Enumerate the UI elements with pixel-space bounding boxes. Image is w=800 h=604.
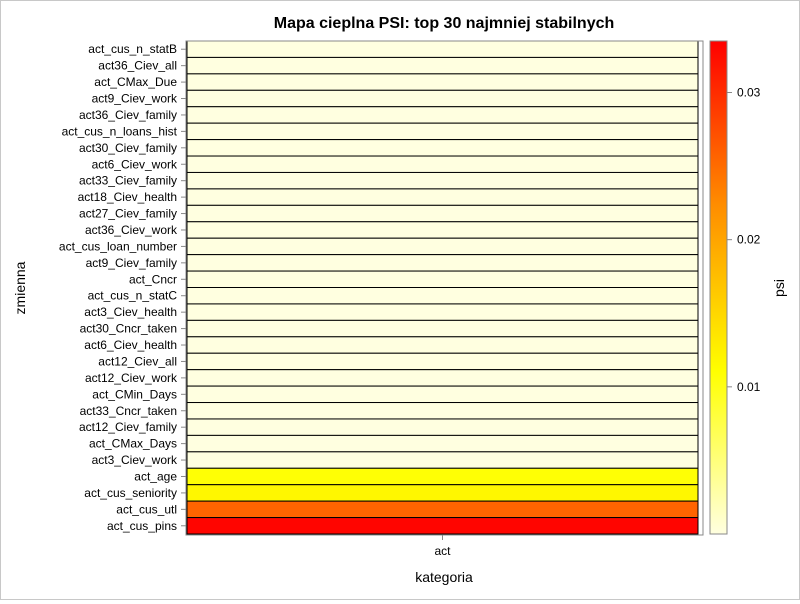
y-tick-label: act30_Ciev_family <box>79 141 177 155</box>
y-tick-label: act33_Ciev_family <box>79 174 177 188</box>
y-tick-label: act3_Ciev_work <box>92 453 178 467</box>
heatmap-cell <box>186 254 699 272</box>
y-tick-label: act12_Ciev_all <box>98 354 177 368</box>
y-tick-label: act18_Ciev_health <box>78 190 177 204</box>
heatmap-cell <box>186 303 699 321</box>
y-tick-label: act6_Ciev_health <box>84 338 177 352</box>
y-tick-label: act36_Ciev_family <box>79 108 177 122</box>
y-tick-labels: act_cus_n_statB act36_Ciev_all act_CMax_Du… <box>59 42 186 533</box>
y-axis-title: zmienna <box>12 261 28 314</box>
y-tick-label: act27_Ciev_family <box>79 207 177 221</box>
y-tick-label: act36_Ciev_work <box>85 223 178 237</box>
heatmap-cell <box>186 287 699 305</box>
colorbar-tick-label: 0.01 <box>737 380 761 394</box>
heatmap-cell <box>186 106 699 124</box>
heatmap-cell <box>186 122 699 141</box>
y-tick-label: act9_Ciev_family <box>86 256 177 270</box>
y-tick-label: act_cus_n_statC <box>88 289 178 303</box>
heatmap-cell <box>186 418 699 436</box>
colorbar-label: psi <box>771 279 787 297</box>
heatmap-cell <box>186 336 699 354</box>
heatmap-cell <box>186 500 699 519</box>
y-tick-label: act6_Ciev_work <box>92 157 178 171</box>
y-tick-label: act_CMax_Due <box>94 75 177 89</box>
heatmap-cell <box>186 188 699 206</box>
colorbar-tick-label: 0.03 <box>737 86 761 100</box>
y-tick-label: act_cus_utl <box>116 502 177 516</box>
heatmap-cell <box>186 385 699 404</box>
x-tick-label: act <box>434 544 451 558</box>
y-tick-label: act_cus_seniority <box>84 486 177 500</box>
heatmap-cell <box>186 369 699 387</box>
heatmap-cell <box>186 434 699 453</box>
y-tick-label: act_Cncr <box>129 272 177 286</box>
y-tick-label: act_cus_n_loans_hist <box>62 124 178 138</box>
heatmap-cell <box>186 89 699 108</box>
y-tick-label: act_cus_loan_number <box>59 239 177 253</box>
heatmap-cell <box>186 221 699 239</box>
y-tick-label: act9_Ciev_work <box>92 92 178 106</box>
heatmap-cell <box>186 40 699 58</box>
y-tick-label: act12_Ciev_work <box>85 371 178 385</box>
heatmap-cell <box>186 352 699 371</box>
x-axis-title: kategoria <box>415 569 473 585</box>
y-tick-label: act_cus_n_statB <box>88 42 177 56</box>
plot-border <box>185 40 704 536</box>
y-tick-label: act36_Ciev_all <box>98 59 177 73</box>
y-tick-label: act_CMin_Days <box>92 387 177 401</box>
heatmap-cell <box>186 155 699 173</box>
y-tick-label: act30_Cncr_taken <box>80 322 177 336</box>
heatmap-cell <box>186 171 699 190</box>
heatmap-cell <box>186 451 699 469</box>
heatmap-cell <box>186 270 699 289</box>
y-tick-label: act12_Ciev_family <box>79 420 177 434</box>
heatmap-cell <box>186 467 699 486</box>
heatmap-cell <box>186 319 699 338</box>
heatmap-cell <box>186 73 699 91</box>
y-tick-label: act3_Ciev_health <box>84 305 177 319</box>
chart-title: Mapa cieplna PSI: top 30 najmniej stabil… <box>274 15 615 32</box>
heatmap-cell <box>186 402 699 420</box>
heatmap-cells <box>186 40 699 535</box>
y-tick-label: act_cus_pins <box>107 519 177 533</box>
colorbar-tick-label: 0.02 <box>737 233 761 247</box>
x-tick-labels: act <box>434 535 451 558</box>
y-tick-label: act33_Cncr_taken <box>80 404 177 418</box>
heatmap-cell <box>186 517 699 535</box>
colorbar-ticks: 0.01 0.02 0.03 <box>727 86 761 394</box>
heatmap-cell <box>186 484 699 502</box>
y-tick-label: act_CMax_Days <box>89 437 177 451</box>
heatmap-cell <box>186 56 699 75</box>
y-tick-label: act_age <box>134 469 177 483</box>
heatmap-cell <box>186 139 699 157</box>
colorbar <box>709 40 728 535</box>
heatmap-cell <box>186 204 699 223</box>
heatmap-cell <box>186 237 699 256</box>
